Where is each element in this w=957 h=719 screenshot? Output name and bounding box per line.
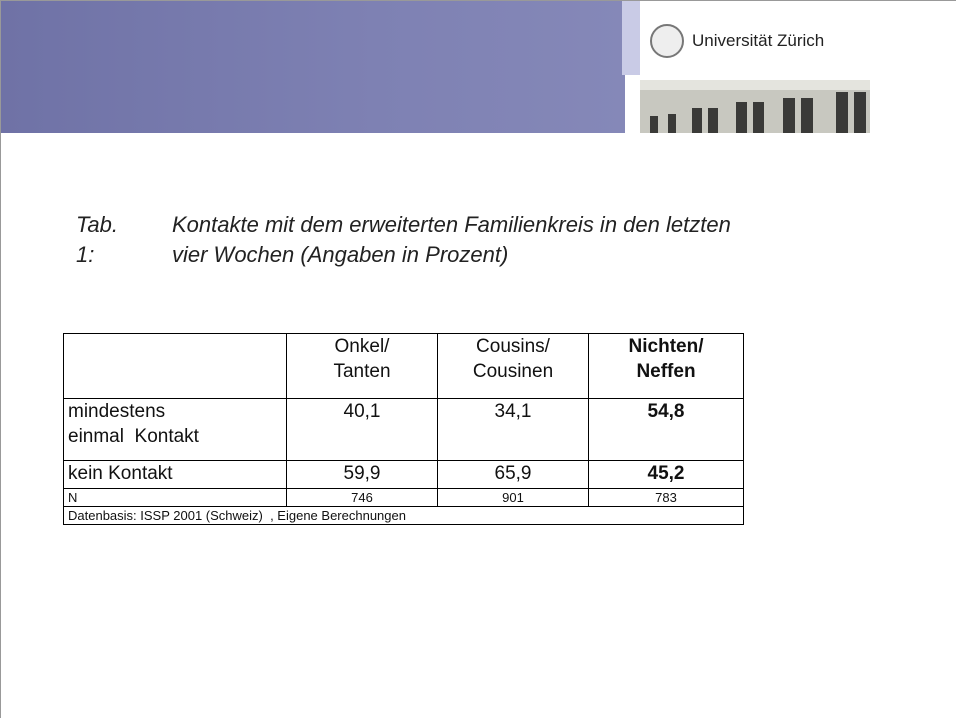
cell: 783 <box>588 488 744 507</box>
corner-cell <box>63 333 287 399</box>
line: mindestens <box>68 401 166 422</box>
line: Nichten/ <box>628 336 704 357</box>
university-name: Universität Zürich <box>692 31 825 50</box>
source-row: Datenbasis: ISSP 2001 (Schweiz) , Eigene… <box>63 506 744 525</box>
line: kein Kontakt <box>68 463 173 484</box>
cell: 54,8 <box>588 398 744 461</box>
row: mindestens einmal Kontakt 40,1 34,1 54,8 <box>63 398 744 461</box>
caption-line: Kontakte mit dem erweiterten Familienkre… <box>172 212 731 237</box>
caption-text: Kontakte mit dem erweiterten Familienkre… <box>172 210 731 270</box>
cell: 901 <box>437 488 589 507</box>
logo: Universität Zürich <box>650 24 824 58</box>
row-label: kein Kontakt <box>63 460 287 489</box>
column-header: Onkel/Tanten <box>286 333 438 399</box>
cell: 65,9 <box>437 460 589 489</box>
row: N 746 901 783 <box>63 488 744 507</box>
cell: 59,9 <box>286 460 438 489</box>
source: Datenbasis: ISSP 2001 (Schweiz) , Eigene… <box>63 506 744 525</box>
line: Tanten <box>333 361 391 382</box>
line: Neffen <box>636 361 696 382</box>
header-accent <box>622 1 640 75</box>
row-label: mindestens einmal Kontakt <box>63 398 287 461</box>
line: Cousins/ <box>476 336 550 357</box>
header-band <box>1 1 625 133</box>
column-header: Cousins/Cousinen <box>437 333 589 399</box>
data-table: Onkel/Tanten Cousins/Cousinen Nichten/Ne… <box>63 333 744 525</box>
seal <box>650 24 684 58</box>
header-row: Onkel/Tanten Cousins/Cousinen Nichten/Ne… <box>63 333 744 399</box>
cell: 746 <box>286 488 438 507</box>
cell: 40,1 <box>286 398 438 461</box>
row: kein Kontakt 59,9 65,9 45,2 <box>63 460 744 489</box>
building-image <box>640 80 870 133</box>
line: Cousinen <box>472 361 554 382</box>
row-label: N <box>63 488 287 507</box>
line: N <box>68 490 78 505</box>
line: einmal Kontakt <box>68 426 199 447</box>
caption-label: Tab. 1: <box>76 212 119 267</box>
cell: 45,2 <box>588 460 744 489</box>
column-header: Nichten/Neffen <box>588 333 744 399</box>
line: Onkel/ <box>334 336 390 357</box>
caption-line: vier Wochen (Angaben in Prozent) <box>172 242 509 267</box>
cell: 34,1 <box>437 398 589 461</box>
